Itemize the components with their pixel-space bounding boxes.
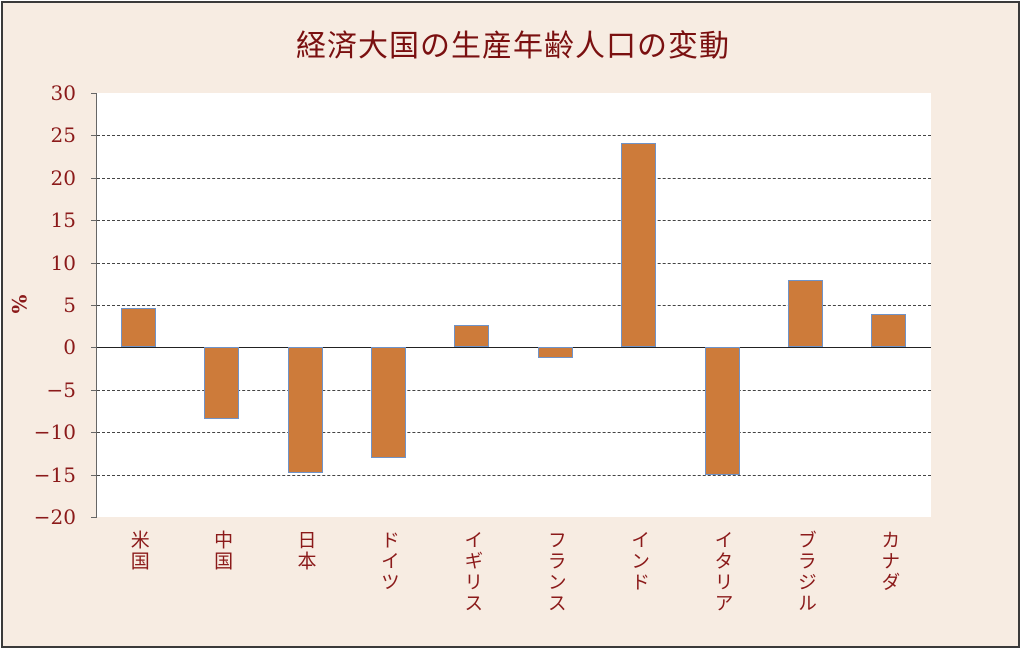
y-tick-mark: [91, 517, 97, 518]
y-tick-mark: [91, 93, 97, 94]
y-tick-label: 0: [63, 335, 76, 360]
zero-line: [97, 347, 931, 349]
bar-4: [454, 325, 490, 348]
x-tick-label: イタリア: [711, 530, 734, 614]
gridline: [97, 432, 931, 434]
y-tick-label: 5: [63, 293, 76, 317]
x-tick-label: ドイツ: [377, 530, 400, 593]
bar-1: [204, 347, 240, 420]
y-tick-label: 30: [50, 81, 76, 105]
y-tick-label: −10: [33, 420, 76, 445]
y-tick-mark: [91, 347, 97, 349]
bar-8: [787, 280, 823, 348]
y-tick-mark: [91, 474, 97, 476]
gridline: [97, 474, 931, 476]
y-tick-label: 20: [50, 165, 76, 190]
y-tick-mark: [91, 432, 97, 434]
gridline: [97, 305, 931, 306]
bar-3: [370, 347, 406, 458]
bar-9: [871, 314, 907, 348]
bar-5: [537, 347, 573, 358]
gridline: [97, 135, 931, 137]
gridline: [97, 177, 931, 179]
gridline: [97, 262, 931, 264]
y-tick-label: −20: [33, 505, 76, 529]
x-tick-label: フランス: [544, 530, 567, 614]
gridline: [97, 389, 931, 391]
x-tick-label: インド: [628, 530, 651, 593]
x-tick-label: ブラジル: [794, 530, 817, 614]
x-tick-label: カナダ: [878, 530, 901, 593]
bar-6: [621, 143, 657, 348]
gridline: [97, 220, 931, 222]
x-tick-label: イギリス: [461, 530, 484, 614]
y-tick-label: −5: [46, 377, 76, 402]
y-tick-mark: [91, 305, 97, 306]
x-tick-label: 中国: [211, 530, 234, 572]
y-tick-mark: [91, 177, 97, 179]
y-tick-mark: [91, 220, 97, 222]
y-tick-mark: [91, 135, 97, 137]
chart-title: 経済大国の生産年齢人口の変動: [296, 29, 730, 64]
bar-7: [704, 347, 740, 475]
x-tick-label: 米国: [127, 530, 150, 572]
y-tick-label: 15: [50, 208, 76, 233]
bar-0: [120, 308, 156, 348]
y-tick-label: −15: [33, 462, 76, 487]
bar-2: [287, 347, 323, 473]
x-tick-label: 日本: [294, 530, 317, 572]
y-tick-label: 10: [50, 250, 76, 275]
y-tick-mark: [91, 389, 97, 391]
y-tick-label: 25: [50, 123, 76, 148]
y-tick-mark: [91, 262, 97, 264]
